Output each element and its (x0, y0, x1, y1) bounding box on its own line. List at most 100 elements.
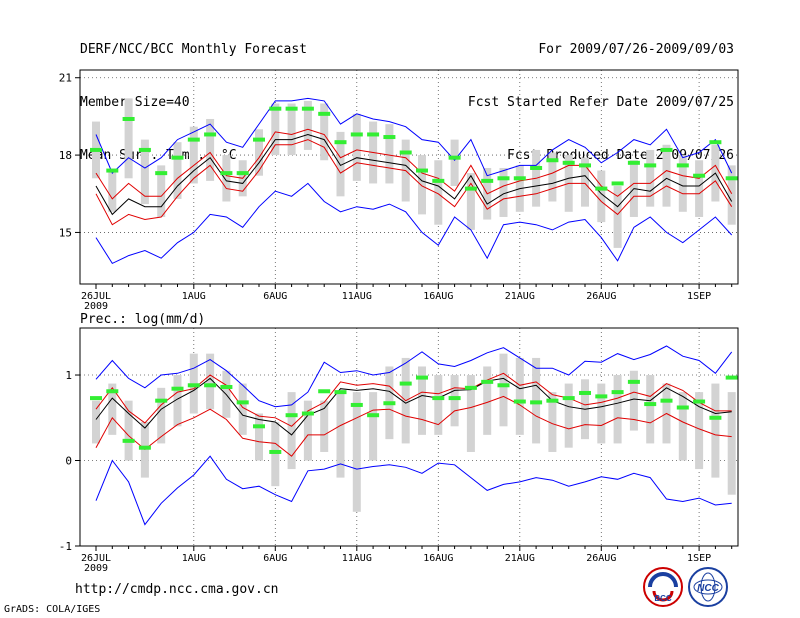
green-marker (90, 147, 102, 152)
green-marker (497, 383, 510, 388)
green-marker (138, 445, 151, 450)
green-marker (285, 106, 298, 111)
green-marker (546, 158, 559, 163)
green-marker (432, 396, 445, 401)
website-url[interactable]: http://cmdp.ncc.cma.gov.cn (75, 582, 279, 597)
spread-box (385, 124, 394, 184)
green-marker (155, 398, 168, 403)
green-marker (497, 176, 510, 181)
spread-box (124, 98, 133, 179)
spread-box (92, 400, 100, 444)
spread-box (695, 392, 704, 470)
spread-box (581, 157, 589, 207)
member-size: Member Size=40 (80, 95, 190, 110)
spread-box (352, 392, 361, 512)
plot-frame (79, 327, 739, 547)
green-marker (367, 413, 380, 418)
x-tick-label: 26AUG (586, 553, 616, 564)
green-marker (334, 390, 347, 395)
logos: BCC NCC (643, 567, 728, 607)
panel-2: -1 0 1 26JUL 1AUG 6AUG 11AUG 16AUG 21AUG 26AUG 1SE… (59, 312, 739, 574)
x-tick-label: 1AUG (182, 291, 206, 302)
green-marker (725, 176, 738, 181)
green-marker (676, 163, 689, 168)
spread-box (678, 392, 687, 461)
green-marker (693, 173, 706, 178)
green-marker (155, 171, 168, 176)
spread-box (629, 370, 638, 431)
y-tick-label: 15 (59, 226, 72, 239)
spread-box (613, 375, 622, 444)
spread-box (466, 173, 475, 230)
spread-box (418, 155, 426, 215)
spread-box (418, 366, 426, 435)
spread-box (613, 186, 622, 248)
spread-box (646, 149, 655, 207)
y-tick-label: -1 (59, 540, 72, 553)
green-marker (530, 165, 543, 170)
spread-box (597, 383, 606, 444)
spread-box (320, 103, 329, 161)
green-marker (90, 396, 102, 401)
line-mean-minus-sd (95, 395, 732, 457)
green-marker (448, 155, 461, 160)
green-marker (334, 140, 347, 145)
x-tick-label: 11AUG (342, 291, 372, 302)
green-marker (122, 438, 135, 443)
spread-box (695, 160, 704, 217)
spread-box (548, 392, 557, 452)
green-marker (676, 405, 689, 410)
spread-box (727, 165, 736, 225)
green-marker (187, 137, 200, 142)
green-marker (562, 396, 575, 401)
green-marker (432, 178, 445, 183)
spread-box (450, 375, 459, 427)
spread-box (711, 383, 720, 478)
green-marker (399, 381, 412, 386)
green-marker (122, 116, 135, 121)
green-marker (416, 375, 428, 380)
ncc-logo: NCC (688, 567, 728, 607)
spread-box (320, 400, 329, 452)
green-marker (301, 411, 314, 416)
green-marker (253, 137, 265, 142)
green-marker (709, 140, 722, 145)
spread-box (336, 131, 345, 197)
year-label: 2009 (84, 301, 108, 312)
spread-box (271, 422, 280, 487)
green-marker (285, 413, 298, 418)
spread-box (303, 100, 312, 150)
green-marker (253, 424, 265, 429)
x-tick-label: 6AUG (263, 553, 287, 564)
x-tick-label: 26JUL (81, 291, 111, 302)
green-marker (318, 389, 331, 394)
spread-box (499, 167, 508, 217)
x-tick-label: 26JUL (81, 553, 111, 564)
green-marker (399, 150, 412, 155)
x-tick-label: 21AUG (505, 291, 535, 302)
green-marker (481, 379, 494, 384)
start-date: Fcst Started Refer Date 2009/07/25 (467, 95, 734, 110)
green-marker (220, 384, 233, 389)
spread-box (108, 383, 117, 435)
green-marker (350, 132, 363, 137)
x-tick-label: 6AUG (263, 291, 287, 302)
x-tick-label: 11AUG (342, 553, 372, 564)
green-marker (269, 106, 282, 111)
green-marker (269, 449, 282, 454)
green-marker (579, 390, 591, 395)
line-ensemble-max (95, 345, 733, 408)
green-marker (660, 398, 673, 403)
spread-box (108, 170, 117, 212)
green-marker (204, 383, 217, 388)
green-marker (236, 400, 249, 405)
spread-box (206, 353, 215, 410)
spread-box (597, 170, 606, 223)
spread-box (173, 375, 182, 427)
green-marker (693, 399, 706, 404)
spread-box (271, 103, 280, 156)
spread-box (124, 400, 133, 461)
spread-box (287, 103, 296, 156)
green-marker (481, 178, 494, 183)
spread-box (352, 113, 361, 181)
